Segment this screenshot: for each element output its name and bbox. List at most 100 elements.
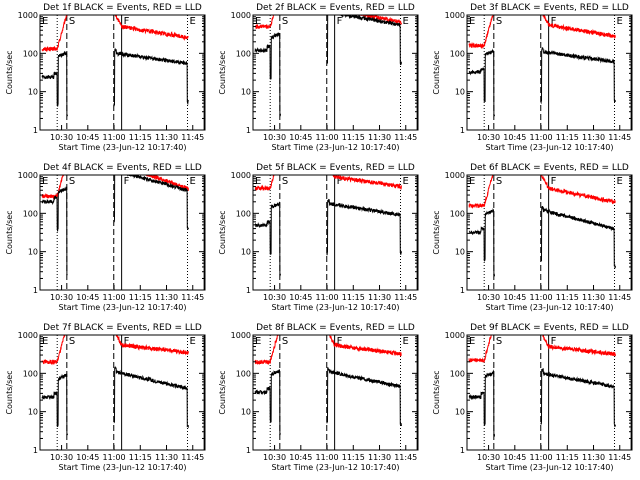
x-tick-label: 11:00 [316,453,339,462]
y-tick-label: 1 [246,126,251,135]
y-tick-label: 1 [460,446,465,455]
x-tick-label: 11:30 [582,133,605,142]
x-tick-label: 11:45 [608,133,631,142]
y-tick-label: 10 [455,88,465,97]
marker-label: S [69,16,75,27]
x-tick-label: 10:45 [76,453,99,462]
y-tick-label: 1000 [231,171,251,180]
x-tick-label: 10:45 [503,293,526,302]
panel-4: Det 4f BLACK = Events, RED = LLD E S F E 1 10 1… [5,163,206,312]
x-tick-label: 10:30 [50,133,73,142]
plot-frame [39,174,206,291]
y-tick-label: 1 [460,126,465,135]
y-axis-label: Counts/sec [5,210,14,254]
x-tick-label: 11:00 [530,293,553,302]
marker-label: E [617,16,623,27]
x-axis-label: Start Time (23-Jun-12 10:17:40) [59,303,187,312]
x-tick-label: 11:30 [155,453,178,462]
plot-frame [39,334,206,451]
x-tick-label: 11:00 [316,293,339,302]
marker-label: S [496,176,502,187]
panel-title: Det 1f BLACK = Events, RED = LLD [43,3,202,13]
x-tick-label: 10:30 [50,293,73,302]
y-tick-label: 1 [33,286,38,295]
y-tick-label: 100 [23,209,38,218]
x-axis-label: Start Time (23-Jun-12 10:17:40) [486,143,614,152]
x-tick-label: 11:15 [556,293,579,302]
panel-title: Det 6f BLACK = Events, RED = LLD [470,163,629,173]
panel-3: Det 3f BLACK = Events, RED = LLD E S F E 1 10 1… [432,3,633,152]
marker-label: F [551,16,557,27]
x-tick-label: 11:30 [155,133,178,142]
marker-label: E [617,336,623,347]
marker-label: S [496,16,502,27]
y-tick-label: 1000 [18,171,38,180]
x-tick-label: 11:00 [530,133,553,142]
y-tick-label: 100 [450,209,465,218]
series-events [254,198,402,277]
x-tick-label: 11:45 [608,453,631,462]
marker-label: E [255,176,261,187]
y-tick-label: 10 [241,248,251,257]
plot-frame [466,334,633,451]
y-tick-label: 1000 [445,11,465,20]
marker-label: E [469,16,475,27]
marker-label: S [496,336,502,347]
y-tick-label: 1 [246,286,251,295]
x-tick-label: 10:45 [289,293,312,302]
y-tick-label: 100 [236,49,251,58]
y-tick-label: 1000 [231,331,251,340]
series-lld [41,175,189,200]
marker-label: F [124,336,130,347]
x-tick-label: 11:45 [394,133,417,142]
y-tick-label: 1000 [445,331,465,340]
series-lld [41,335,189,366]
x-tick-label: 11:30 [368,453,391,462]
x-tick-label: 11:45 [181,453,204,462]
y-tick-label: 1 [33,446,38,455]
y-axis-label: Counts/sec [432,210,441,254]
x-tick-label: 10:45 [503,133,526,142]
y-tick-label: 10 [455,408,465,417]
marker-label: F [551,336,557,347]
marker-label: F [337,336,343,347]
x-tick-label: 11:00 [103,453,126,462]
panel-title: Det 9f BLACK = Events, RED = LLD [470,323,629,333]
y-tick-label: 100 [23,49,38,58]
x-tick-label: 11:45 [394,293,417,302]
marker-label: S [282,336,288,347]
panel-5: Det 5f BLACK = Events, RED = LLD E S F E 1 10 1… [218,163,419,312]
series-events [254,367,402,436]
marker-label: E [190,16,196,27]
series-events [254,15,402,117]
y-tick-label: 10 [28,248,38,257]
marker-label: E [190,336,196,347]
marker-label: E [403,176,409,187]
x-tick-label: 10:30 [477,293,500,302]
plot-frame [466,174,633,291]
y-tick-label: 1000 [18,331,38,340]
x-axis-label: Start Time (23-Jun-12 10:17:40) [272,143,400,152]
y-tick-label: 100 [450,369,465,378]
y-tick-label: 10 [241,88,251,97]
x-tick-label: 11:30 [155,293,178,302]
x-tick-label: 10:30 [50,453,73,462]
y-tick-label: 100 [236,369,251,378]
series-events [41,47,189,117]
plot-frame [252,174,419,291]
x-tick-label: 10:45 [76,293,99,302]
marker-label: E [469,336,475,347]
x-tick-label: 11:45 [394,453,417,462]
series-lld [468,175,616,209]
x-tick-label: 11:45 [181,293,204,302]
x-axis-label: Start Time (23-Jun-12 10:17:40) [59,463,187,472]
y-tick-label: 100 [450,49,465,58]
x-tick-label: 11:15 [342,293,365,302]
series-lld [468,335,616,363]
y-axis-label: Counts/sec [218,370,227,414]
plot-frame [252,334,419,451]
x-tick-label: 11:15 [129,293,152,302]
series-lld [254,175,402,191]
x-axis-label: Start Time (23-Jun-12 10:17:40) [272,463,400,472]
